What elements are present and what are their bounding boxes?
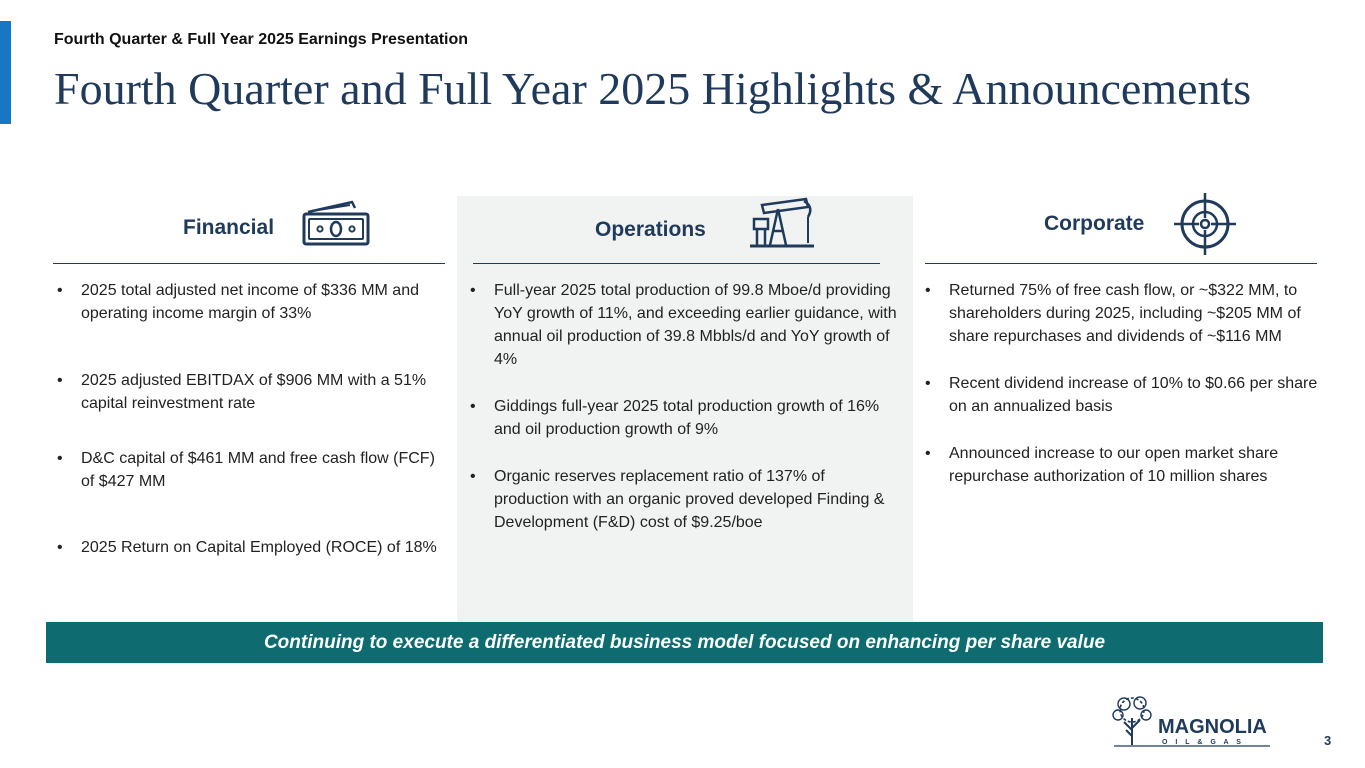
- banner-text: Continuing to execute a differentiated b…: [263, 631, 1106, 653]
- financial-heading: Financial: [183, 216, 275, 239]
- page-number: 3: [1324, 733, 1332, 748]
- list-item: D&C capital of $461 MM and free cash flo…: [54, 447, 449, 493]
- list-item: Recent dividend increase of 10% to $0.66…: [922, 372, 1332, 418]
- page-title: Fourth Quarter and Full Year 2025 Highli…: [54, 63, 1252, 114]
- financial-divider: [53, 263, 445, 264]
- magnolia-logo: MAGNOLIA O I L & G A S: [1112, 696, 1270, 747]
- list-item: Giddings full-year 2025 total production…: [467, 395, 907, 441]
- operations-divider: [473, 263, 880, 264]
- list-item: Returned 75% of free cash flow, or ~$322…: [922, 279, 1332, 348]
- pumpjack-icon: [750, 197, 814, 248]
- corporate-heading: Corporate: [1044, 212, 1145, 235]
- corporate-bullet-list: Returned 75% of free cash flow, or ~$322…: [922, 279, 1332, 488]
- list-item: 2025 total adjusted net income of $336 M…: [54, 279, 449, 325]
- list-item: Organic reserves replacement ratio of 13…: [467, 465, 907, 534]
- presentation-subtitle: Fourth Quarter & Full Year 2025 Earnings…: [54, 31, 469, 48]
- corporate-divider: [925, 263, 1317, 264]
- operations-heading: Operations: [595, 218, 706, 241]
- list-item: Announced increase to our open market sh…: [922, 442, 1332, 488]
- operations-bullet-list: Full-year 2025 total production of 99.8 …: [467, 279, 907, 534]
- logo-tagline: O I L & G A S: [1162, 739, 1244, 746]
- list-item: Full-year 2025 total production of 99.8 …: [467, 279, 907, 371]
- tree-icon: [1112, 696, 1270, 747]
- money-icon: [302, 200, 370, 246]
- list-item: 2025 Return on Capital Employed (ROCE) o…: [54, 536, 449, 559]
- list-item: 2025 adjusted EBITDAX of $906 MM with a …: [54, 369, 449, 415]
- key-message-banner: Continuing to execute a differentiated b…: [46, 622, 1323, 663]
- financial-bullet-list: 2025 total adjusted net income of $336 M…: [54, 279, 449, 559]
- accent-bar: [0, 21, 11, 124]
- logo-wordmark: MAGNOLIA: [1158, 716, 1267, 738]
- target-icon: [1174, 193, 1236, 255]
